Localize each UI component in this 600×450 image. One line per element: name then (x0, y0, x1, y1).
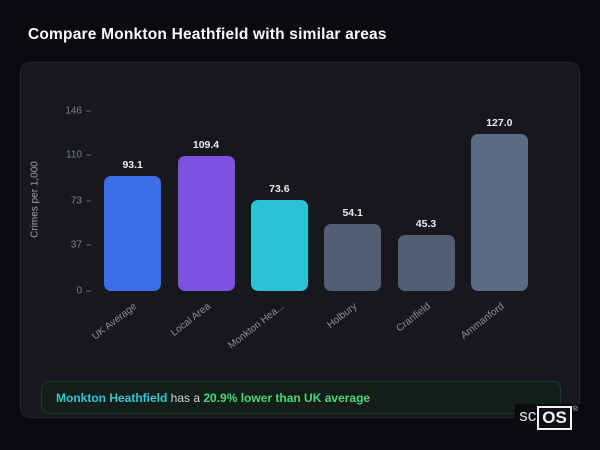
y-tick-label: 146 (65, 106, 91, 117)
bar-value-label: 73.6 (269, 183, 290, 196)
bar-value-label: 54.1 (342, 207, 363, 220)
y-tick-label: 37 (71, 240, 91, 251)
x-tick-label: Holbury (325, 301, 360, 331)
scos-logo: sc OS ® (515, 404, 580, 432)
bar[interactable] (104, 176, 162, 291)
bar-value-label: 45.3 (415, 218, 437, 231)
logo-box: OS (537, 406, 572, 430)
note-highlight-text: 20.9% lower than UK average (203, 390, 371, 405)
bar[interactable] (397, 235, 455, 291)
bar-value-label: 93.1 (122, 159, 143, 172)
bar[interactable] (324, 224, 382, 291)
x-tick-label: Monkton Hea... (225, 301, 287, 352)
comparison-note: Monkton Heathfield has a 20.9% lower tha… (41, 381, 561, 414)
page-title: Compare Monkton Heathfield with similar … (28, 26, 387, 43)
note-middle-text: has a (167, 390, 204, 405)
note-area-name: Monkton Heathfield (56, 390, 168, 405)
plot-area: 93.1 UK Average 109.4 Local Area 73.6 Monkton… (91, 111, 536, 351)
bar-value-label: 109.4 (192, 139, 220, 152)
bar[interactable] (250, 200, 308, 291)
bar-value-label: 127.0 (486, 117, 513, 130)
x-tick-label: Local Area (168, 301, 213, 339)
chart-card: Crimes per 1,000 146 110 73 37 0 93.1 UK Aver… (20, 62, 580, 418)
logo-prefix: sc (519, 406, 537, 425)
y-axis-ticks: 146 110 73 37 0 (46, 106, 91, 297)
bar[interactable] (470, 134, 528, 291)
x-tick-label: Cranfield (394, 301, 433, 335)
x-tick-label: UK Average (90, 301, 140, 343)
y-tick-label: 73 (71, 196, 91, 207)
bar[interactable] (177, 156, 235, 291)
y-axis-label: Crimes per 1,000 (29, 161, 41, 238)
x-tick-label: Ammanford (458, 301, 507, 342)
logo-registered-mark: ® (572, 406, 578, 413)
y-tick-label: 0 (76, 286, 91, 297)
y-tick-label: 110 (66, 150, 91, 161)
